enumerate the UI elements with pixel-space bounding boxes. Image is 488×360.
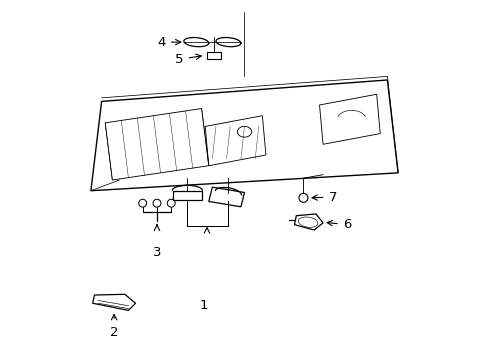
- Text: 6: 6: [326, 218, 350, 231]
- Text: 2: 2: [110, 327, 118, 339]
- Text: 1: 1: [199, 299, 207, 312]
- Text: 3: 3: [152, 246, 161, 258]
- Text: 5: 5: [175, 53, 201, 66]
- Text: 4: 4: [157, 36, 181, 49]
- Text: 7: 7: [311, 191, 336, 204]
